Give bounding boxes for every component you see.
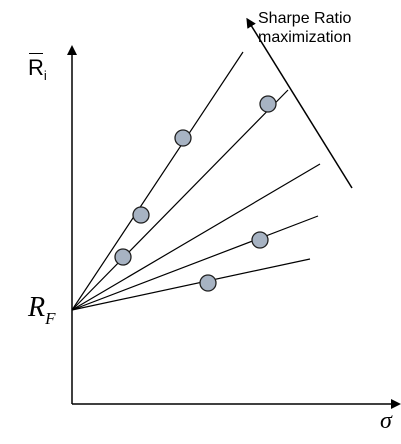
portfolio-point — [132, 206, 150, 224]
x-axis-label: σ — [380, 408, 392, 434]
risk-free-rate-subscript: F — [45, 309, 56, 328]
y-axis-label-main: R — [28, 55, 44, 80]
portfolio-point — [259, 95, 277, 113]
y-axis-label: Ri — [28, 53, 47, 83]
annotation-line-1: Sharpe Ratio — [258, 10, 352, 27]
capital-allocation-line-1 — [71, 51, 244, 311]
y-axis-label-subscript: i — [43, 68, 47, 83]
sharpe-ratio-maximization-arrow — [246, 17, 353, 189]
capital-allocation-line-2 — [71, 89, 289, 311]
risk-free-rate-main: R — [28, 292, 46, 323]
portfolio-point — [114, 248, 132, 266]
capital-allocation-line-4 — [71, 215, 319, 311]
annotation-line-2: maximization — [258, 29, 352, 46]
capital-allocation-line-3 — [71, 163, 321, 311]
portfolio-point — [251, 231, 269, 249]
portfolio-point — [199, 274, 217, 292]
risk-free-rate-label: RF — [28, 292, 56, 329]
capital-allocation-line-5 — [71, 258, 311, 311]
portfolio-point — [174, 129, 192, 147]
sharpe-ratio-annotation: Sharpe Ratio maximization — [258, 9, 351, 47]
